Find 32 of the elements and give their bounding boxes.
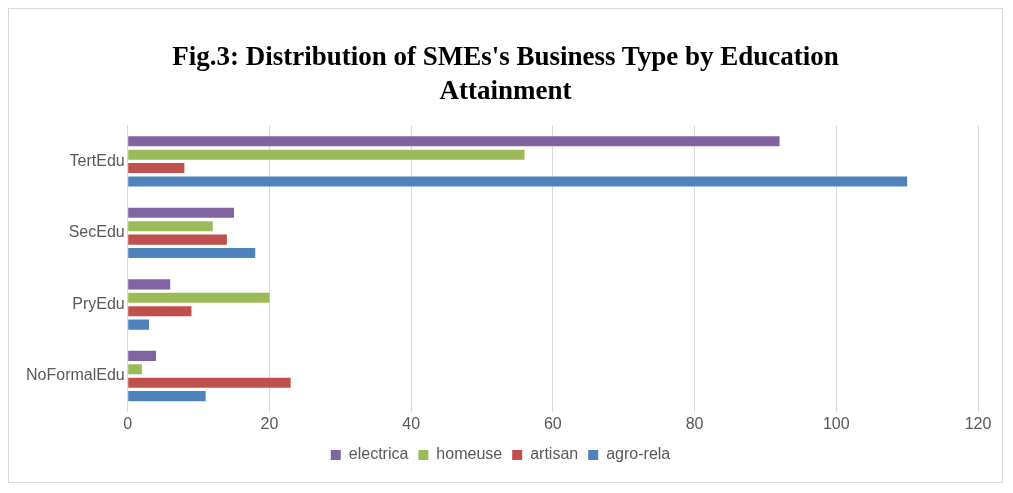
chart-title: Fig.3: Distribution of SMEs's Business Type by Education Attainment xyxy=(171,40,840,107)
bar xyxy=(128,377,291,388)
x-tick-label: 20 xyxy=(260,414,279,432)
bar xyxy=(128,279,171,290)
x-tick-label: 40 xyxy=(402,414,421,432)
bar xyxy=(128,364,142,375)
x-tick-label: 100 xyxy=(822,414,850,432)
x-tick-label: 0 xyxy=(123,414,133,432)
bar xyxy=(128,350,157,361)
x-tick-label: 120 xyxy=(964,414,992,432)
legend-label: agro-rela xyxy=(606,445,671,463)
bar xyxy=(128,136,780,147)
bar xyxy=(128,292,270,303)
bar xyxy=(128,234,227,245)
legend-label: homeuse xyxy=(436,445,503,463)
bar xyxy=(128,163,185,174)
bar xyxy=(128,149,525,160)
x-tick-label: 80 xyxy=(685,414,704,432)
y-tick-label: TertEdu xyxy=(69,151,125,169)
bar xyxy=(128,221,213,232)
bar xyxy=(128,248,256,259)
y-tick-label: SecEdu xyxy=(68,223,125,241)
bar xyxy=(128,391,206,402)
bar xyxy=(128,319,149,330)
x-tick-label: 60 xyxy=(543,414,562,432)
legend-label: artisan xyxy=(530,445,579,463)
bar xyxy=(128,207,234,218)
bar xyxy=(128,176,908,187)
y-tick-label: NoFormalEdu xyxy=(26,366,125,384)
bar xyxy=(128,306,192,317)
legend-label: electrica xyxy=(348,445,409,463)
y-tick-label: PryEdu xyxy=(72,294,125,312)
